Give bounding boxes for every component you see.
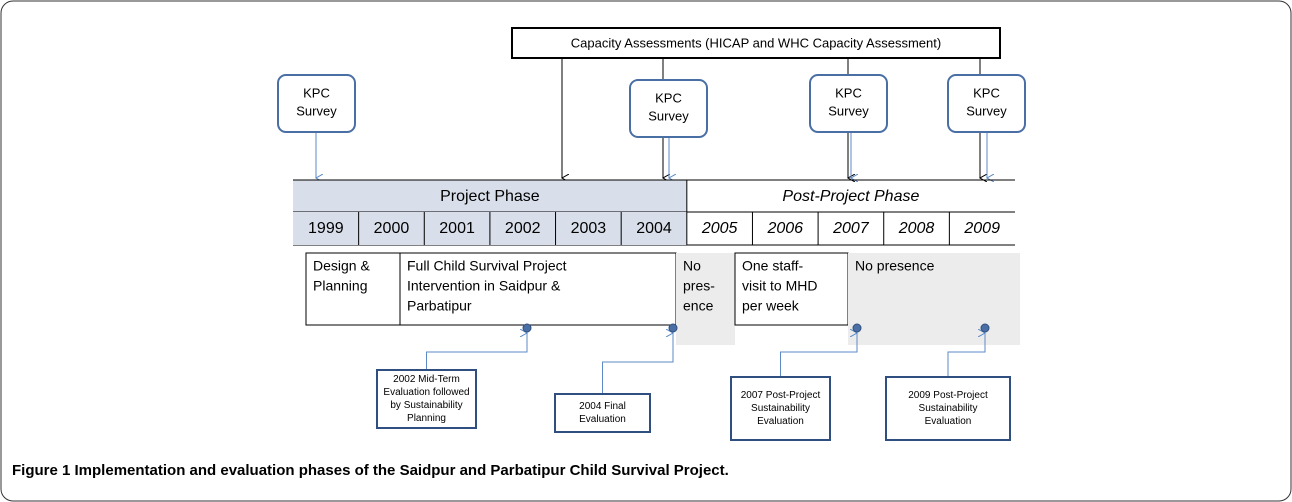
activity-label: Parbatipur [407,298,472,314]
year-label: 2005 [701,220,738,237]
activity-label: Planning [313,278,368,294]
evaluation-label: Evaluation followed [383,387,469,398]
year-label: 2002 [505,220,541,237]
year-cell [489,212,556,245]
year-label: 2000 [374,220,410,237]
year-cell [424,212,490,245]
year-label: 2003 [571,220,607,237]
activity-label: visit to MHD [742,278,817,294]
activity-box [305,252,401,326]
evaluation-label: Planning [407,413,446,424]
survey-box [277,74,356,133]
activity-box [676,253,735,345]
survey-label: Survey [648,108,689,123]
evaluation-label: 2002 Mid-Term [393,374,460,385]
connector [602,333,674,394]
activity-label: Design & [313,258,370,274]
survey-box [809,74,888,133]
activity-label: pres- [683,278,715,294]
connector-dot [668,323,678,333]
caption: Figure 1 Implementation and evaluation p… [12,462,729,479]
activity-label: No presence [855,258,935,274]
evaluation-label: Evaluation [757,416,804,427]
activity-label: ence [683,298,714,314]
year-label: 2006 [766,220,803,237]
year-label: 2001 [439,220,475,237]
year-cell [293,212,359,245]
activity-box [848,253,1020,345]
year-label: 1999 [308,220,344,237]
year-cell [358,212,425,245]
activity-label: No [683,258,701,274]
activity-label: One staff- [742,258,804,274]
evaluation-label: Sustainability [919,403,978,414]
activity-label: per week [742,298,800,314]
activity-label: Full Child Survival Project [407,258,567,274]
survey-box [629,79,708,138]
survey-label: KPC [655,90,682,105]
diagram: Capacity Assessments (HICAP and WHC Capa… [12,27,1026,479]
evaluation-label: by Sustainability [390,400,462,411]
activity-box [734,252,849,326]
connector [780,333,858,377]
evaluation-label: Evaluation [925,416,972,427]
evaluation-box [730,376,831,441]
connector-dot [522,323,532,333]
survey-label: Survey [296,103,337,118]
year-label: 2004 [636,220,672,237]
survey-label: KPC [303,85,330,100]
evaluation-box [554,393,651,433]
year-label: 2007 [832,220,870,237]
evaluation-label: 2004 Final [579,401,626,412]
evaluation-label: Evaluation [579,414,626,425]
evaluation-label: Sustainability [751,403,810,414]
year-cell [621,212,687,245]
connector [426,333,528,370]
project-phase [293,180,687,212]
evaluation-label: 2009 Post-Project [908,390,988,401]
connector-dot [980,323,990,333]
survey-label: KPC [973,85,1000,100]
capacity-box [511,27,1001,59]
survey-label: Survey [828,103,869,118]
phase-label: Project Phase [440,188,540,205]
capacity-label: Capacity Assessments (HICAP and WHC Capa… [571,35,941,50]
year-label: 2008 [898,220,935,237]
evaluation-box [376,369,477,429]
survey-box [947,74,1026,133]
connector [947,333,985,377]
connector-dot [852,323,862,333]
evaluation-box [885,376,1011,441]
year-cell [555,212,622,245]
year-label: 2009 [963,220,1000,237]
evaluation-label: 2007 Post-Project [741,390,821,401]
activity-box [399,252,677,326]
survey-label: KPC [835,85,862,100]
phase-label: Post-Project Phase [782,188,919,205]
activity-label: Intervention in Saidpur & [407,278,561,294]
survey-label: Survey [966,103,1007,118]
